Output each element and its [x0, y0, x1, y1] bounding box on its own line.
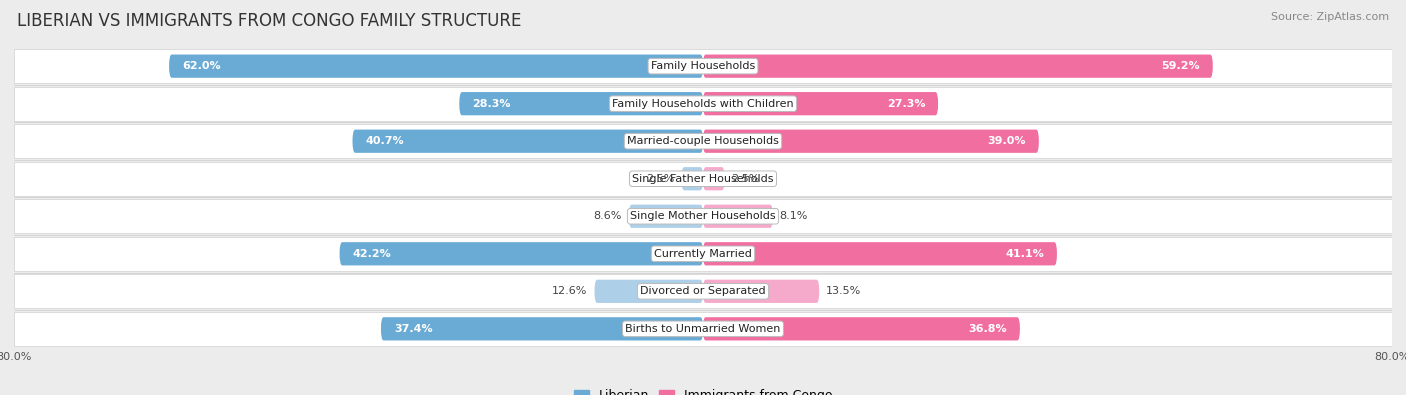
- FancyBboxPatch shape: [14, 49, 1392, 83]
- FancyBboxPatch shape: [703, 92, 938, 115]
- FancyBboxPatch shape: [703, 167, 724, 190]
- FancyBboxPatch shape: [14, 162, 1392, 196]
- Text: Family Households: Family Households: [651, 61, 755, 71]
- Text: 8.1%: 8.1%: [780, 211, 808, 221]
- FancyBboxPatch shape: [460, 92, 703, 115]
- Text: Family Households with Children: Family Households with Children: [612, 99, 794, 109]
- FancyBboxPatch shape: [682, 167, 703, 190]
- Text: 13.5%: 13.5%: [827, 286, 862, 296]
- Text: 41.1%: 41.1%: [1005, 249, 1045, 259]
- Text: 39.0%: 39.0%: [987, 136, 1026, 146]
- FancyBboxPatch shape: [340, 242, 703, 265]
- Text: 42.2%: 42.2%: [353, 249, 391, 259]
- Text: 62.0%: 62.0%: [181, 61, 221, 71]
- Text: 2.5%: 2.5%: [647, 174, 675, 184]
- FancyBboxPatch shape: [14, 312, 1392, 346]
- FancyBboxPatch shape: [703, 317, 1019, 340]
- FancyBboxPatch shape: [628, 205, 703, 228]
- FancyBboxPatch shape: [595, 280, 703, 303]
- Text: Births to Unmarried Women: Births to Unmarried Women: [626, 324, 780, 334]
- FancyBboxPatch shape: [14, 275, 1392, 308]
- FancyBboxPatch shape: [703, 55, 1213, 78]
- Text: 37.4%: 37.4%: [394, 324, 433, 334]
- Text: 27.3%: 27.3%: [887, 99, 925, 109]
- Text: 40.7%: 40.7%: [366, 136, 404, 146]
- Text: 28.3%: 28.3%: [472, 99, 510, 109]
- FancyBboxPatch shape: [353, 130, 703, 153]
- Legend: Liberian, Immigrants from Congo: Liberian, Immigrants from Congo: [568, 384, 838, 395]
- Text: Single Father Households: Single Father Households: [633, 174, 773, 184]
- FancyBboxPatch shape: [169, 55, 703, 78]
- FancyBboxPatch shape: [703, 130, 1039, 153]
- Text: 12.6%: 12.6%: [553, 286, 588, 296]
- Text: 2.5%: 2.5%: [731, 174, 759, 184]
- FancyBboxPatch shape: [703, 280, 820, 303]
- FancyBboxPatch shape: [381, 317, 703, 340]
- FancyBboxPatch shape: [14, 237, 1392, 271]
- Text: Divorced or Separated: Divorced or Separated: [640, 286, 766, 296]
- FancyBboxPatch shape: [703, 205, 773, 228]
- Text: Source: ZipAtlas.com: Source: ZipAtlas.com: [1271, 12, 1389, 22]
- Text: LIBERIAN VS IMMIGRANTS FROM CONGO FAMILY STRUCTURE: LIBERIAN VS IMMIGRANTS FROM CONGO FAMILY…: [17, 12, 522, 30]
- Text: 36.8%: 36.8%: [969, 324, 1007, 334]
- Text: Currently Married: Currently Married: [654, 249, 752, 259]
- Text: Single Mother Households: Single Mother Households: [630, 211, 776, 221]
- FancyBboxPatch shape: [14, 87, 1392, 120]
- FancyBboxPatch shape: [703, 242, 1057, 265]
- Text: 8.6%: 8.6%: [593, 211, 621, 221]
- Text: 59.2%: 59.2%: [1161, 61, 1199, 71]
- FancyBboxPatch shape: [14, 199, 1392, 233]
- FancyBboxPatch shape: [14, 124, 1392, 158]
- Text: Married-couple Households: Married-couple Households: [627, 136, 779, 146]
